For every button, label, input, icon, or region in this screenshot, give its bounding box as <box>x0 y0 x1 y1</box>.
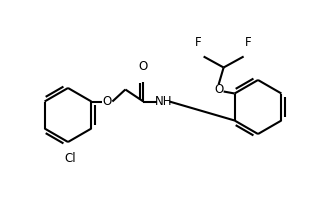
Text: NH: NH <box>155 95 172 108</box>
Text: O: O <box>214 83 223 96</box>
Text: Cl: Cl <box>64 152 76 165</box>
Text: F: F <box>245 36 252 49</box>
Text: F: F <box>195 36 202 49</box>
Text: O: O <box>139 61 148 74</box>
Text: O: O <box>103 95 112 108</box>
